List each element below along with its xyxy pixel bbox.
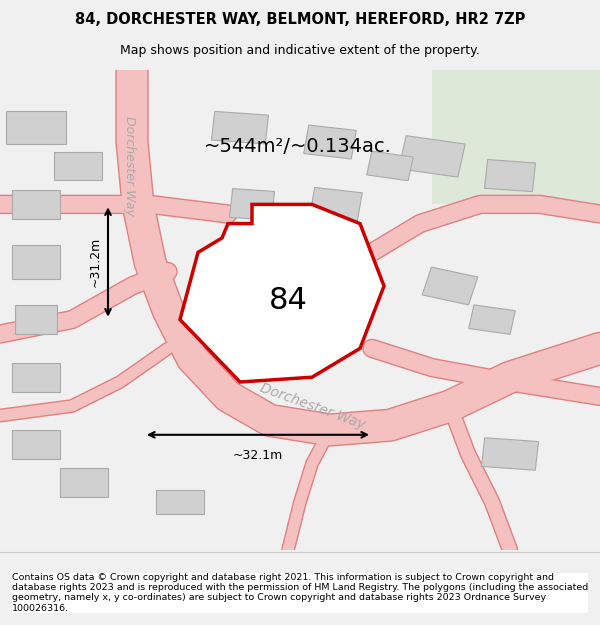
Bar [422,267,478,305]
Bar [212,111,268,144]
Text: ~31.2m: ~31.2m [89,237,102,287]
Text: Map shows position and indicative extent of the property.: Map shows position and indicative extent… [120,44,480,57]
Bar [231,269,321,332]
Bar [230,189,274,220]
Bar [367,151,413,181]
Bar [15,305,57,334]
Bar [60,468,108,498]
Text: Dorchester Way: Dorchester Way [257,381,367,431]
Bar [304,125,356,159]
Bar [54,152,102,181]
Bar [12,190,60,219]
Text: Contains OS data © Crown copyright and database right 2021. This information is : Contains OS data © Crown copyright and d… [12,572,588,612]
Bar [12,362,60,392]
Text: ~32.1m: ~32.1m [233,449,283,462]
Polygon shape [432,70,600,204]
Bar [12,245,60,279]
Bar [469,305,515,334]
Text: ~544m²/~0.134ac.: ~544m²/~0.134ac. [204,138,392,156]
Bar [482,438,538,470]
Bar [156,490,204,514]
Text: 84: 84 [269,286,307,315]
Bar [12,430,60,459]
Bar [485,159,535,192]
Bar [6,111,66,144]
Text: Dorchester Way: Dorchester Way [122,116,136,216]
Text: 84, DORCHESTER WAY, BELMONT, HEREFORD, HR2 7ZP: 84, DORCHESTER WAY, BELMONT, HEREFORD, H… [75,12,525,27]
Polygon shape [180,204,384,382]
Bar [310,188,362,221]
Bar [399,136,465,177]
